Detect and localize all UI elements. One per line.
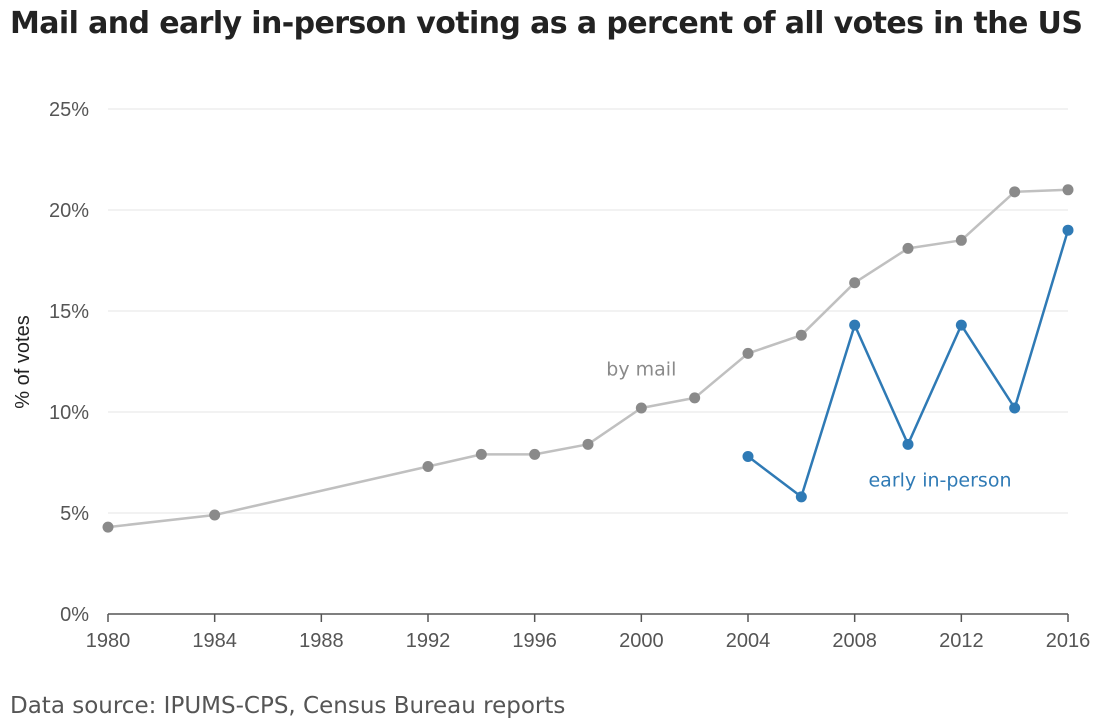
data-point-early-in-person [955, 319, 967, 331]
x-tick-label: 1980 [86, 630, 131, 652]
x-tick-label: 1996 [512, 630, 557, 652]
data-point-by-mail [1062, 184, 1074, 196]
y-tick-label: 10% [49, 402, 89, 424]
data-point-early-in-person [1062, 224, 1074, 236]
y-axis-label: % of votes [12, 315, 34, 408]
data-point-by-mail [689, 392, 701, 404]
data-point-early-in-person [849, 319, 861, 331]
data-point-by-mail [742, 347, 754, 359]
series-label-by-mail: by mail [606, 359, 676, 381]
data-point-by-mail [582, 438, 594, 450]
data-point-by-mail [209, 509, 221, 521]
data-point-by-mail [422, 461, 434, 473]
x-tick-label: 1988 [299, 630, 344, 652]
x-tick-label: 2016 [1046, 630, 1091, 652]
data-point-by-mail [1009, 186, 1021, 198]
y-tick-label: 15% [49, 301, 89, 323]
data-point-by-mail [102, 521, 114, 533]
x-tick-label: 2012 [939, 630, 984, 652]
data-point-by-mail [635, 402, 647, 414]
x-tick-label: 2008 [832, 630, 877, 652]
y-axis-ticks: 0% 5% 10% 15% 20% 25% [49, 99, 89, 626]
data-point-by-mail [902, 242, 914, 254]
data-point-early-in-person [795, 491, 807, 503]
series-by-mail: by mail [102, 184, 1074, 533]
y-tick-label: 0% [60, 604, 89, 626]
chart-title: Mail and early in-person voting as a per… [10, 6, 1083, 41]
x-tick-label: 1992 [406, 630, 451, 652]
series-layer: by mail early in-person [102, 184, 1074, 533]
y-tick-label: 5% [60, 503, 89, 525]
data-point-by-mail [475, 448, 487, 460]
data-point-by-mail [795, 329, 807, 341]
y-tick-label: 20% [49, 200, 89, 222]
data-point-by-mail [849, 277, 861, 289]
y-tick-label: 25% [49, 99, 89, 121]
x-axis: 1980 1984 1988 1992 1996 2000 2004 2008 2012 2016 [86, 613, 1091, 652]
series-line-early-in-person [747, 229, 1070, 499]
data-source-note: Data source: IPUMS-CPS, Census Bureau re… [10, 693, 566, 719]
series-early-in-person: early in-person [742, 224, 1074, 503]
x-tick-label: 1984 [192, 630, 237, 652]
x-tick-label: 2004 [726, 630, 771, 652]
data-point-by-mail [955, 234, 967, 246]
data-point-early-in-person [1009, 402, 1021, 414]
x-tick-label: 2000 [619, 630, 664, 652]
data-point-early-in-person [742, 450, 754, 462]
series-label-early-in-person: early in-person [868, 470, 1011, 492]
gridlines [108, 108, 1068, 514]
data-point-by-mail [529, 448, 541, 460]
data-point-early-in-person [902, 438, 914, 450]
